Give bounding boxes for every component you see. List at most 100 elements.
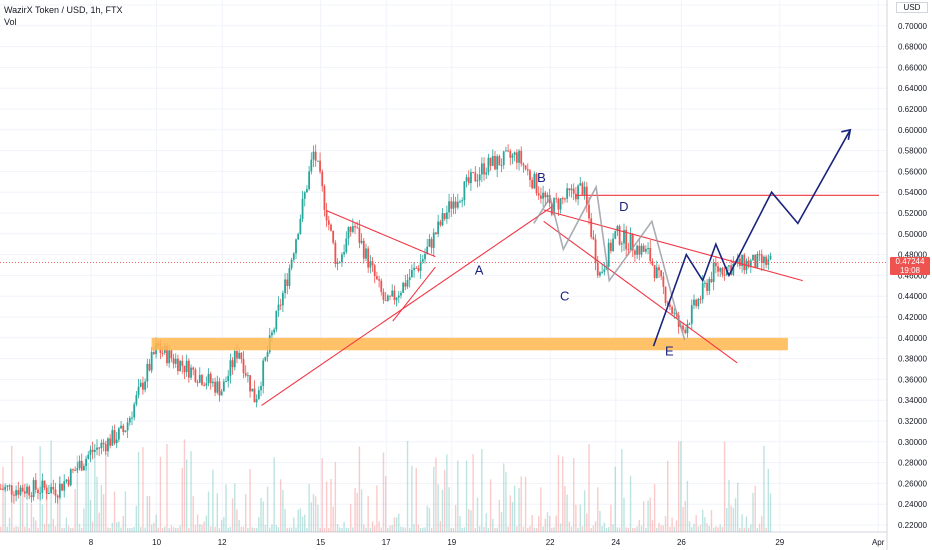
candle-body — [365, 248, 367, 259]
volume-bar — [150, 524, 153, 532]
candle-body — [231, 360, 234, 368]
candle-body — [435, 232, 437, 235]
volume-bar — [115, 522, 118, 532]
candle-body — [69, 469, 72, 486]
candle-body — [196, 381, 199, 383]
volume-bar — [185, 459, 188, 532]
candle-body — [428, 239, 431, 247]
candle-body — [601, 271, 604, 273]
volume-bar — [111, 522, 114, 532]
y-tick-label: 0.38000 — [898, 355, 927, 364]
y-tick-label: 0.42000 — [898, 313, 927, 322]
wave-label-c: C — [560, 288, 569, 303]
volume-bar — [468, 509, 470, 532]
volume-indicator-label: Vol — [4, 17, 17, 27]
candle-body — [439, 221, 442, 226]
candle-body — [581, 183, 584, 195]
volume-bar — [691, 527, 693, 532]
candle-body — [91, 449, 94, 452]
candle-body — [310, 159, 313, 172]
volume-bar — [570, 526, 573, 532]
volume-bar — [161, 527, 164, 532]
volume-bar — [747, 527, 750, 532]
candle-body — [432, 232, 435, 248]
volume-bar — [450, 527, 452, 532]
candle-body — [2, 488, 4, 490]
candle-body — [152, 352, 155, 355]
volume-bar — [43, 523, 46, 532]
volume-bar — [172, 527, 175, 532]
volume-bar — [352, 527, 354, 532]
candle-body — [480, 163, 483, 175]
y-tick-label: 0.64000 — [898, 84, 927, 93]
candle-body — [336, 262, 339, 264]
candle-body — [330, 224, 332, 231]
volume-bar — [374, 525, 376, 532]
volume-bar — [507, 526, 509, 532]
x-tick-label: 8 — [89, 538, 94, 547]
candle-body — [378, 279, 380, 281]
volume-bar — [765, 527, 767, 532]
candle-body — [362, 240, 365, 259]
volume-bar — [207, 491, 210, 532]
candle-body — [150, 352, 153, 371]
candle-body — [478, 174, 481, 181]
candle-body — [229, 360, 232, 376]
candle-body — [437, 221, 440, 235]
volume-bar — [544, 518, 546, 532]
y-tick-label: 0.58000 — [898, 147, 927, 156]
candle-body — [526, 169, 529, 171]
volume-bar — [30, 503, 33, 532]
volume-bar — [231, 498, 234, 532]
currency-selector[interactable]: USD — [896, 2, 928, 13]
volume-bar — [59, 476, 61, 532]
candle-body — [634, 250, 636, 255]
candle-body — [706, 282, 708, 291]
candle-body — [148, 363, 151, 371]
y-tick-label: 0.70000 — [898, 22, 927, 31]
volume-bar — [249, 468, 251, 532]
volume-bar — [599, 510, 601, 532]
candle-body — [194, 369, 197, 382]
volume-bar — [500, 512, 503, 532]
y-tick-label: 0.34000 — [898, 396, 927, 405]
volume-bar — [505, 471, 507, 532]
volume-bar — [723, 441, 726, 532]
volume-bar — [83, 508, 85, 532]
candle-body — [443, 213, 446, 219]
volume-bar — [610, 504, 612, 532]
x-tick-label: 12 — [218, 538, 227, 547]
y-tick-label: 0.28000 — [898, 459, 927, 468]
candle-body — [430, 239, 433, 248]
volume-bar — [588, 444, 590, 532]
volume-bar — [693, 523, 695, 532]
candle-body — [135, 395, 138, 405]
volume-bar — [46, 491, 48, 532]
volume-bar — [461, 527, 463, 532]
volume-bar — [594, 521, 597, 532]
volume-bar — [269, 527, 271, 532]
channel-upper-line — [543, 209, 803, 282]
candle-body — [80, 460, 83, 471]
volume-bar — [645, 527, 647, 532]
y-tick-label: 0.52000 — [898, 209, 927, 218]
volume-bar — [181, 467, 183, 532]
candle-body — [736, 258, 739, 263]
volume-bar — [422, 527, 424, 532]
candle-body — [620, 243, 623, 245]
volume-bar — [518, 487, 520, 532]
candle-body — [349, 227, 352, 232]
candle-body — [376, 276, 378, 280]
y-tick-label: 0.24000 — [898, 500, 927, 509]
volume-bar — [142, 447, 144, 532]
candle-body — [544, 192, 547, 198]
volume-bar — [710, 510, 713, 532]
volume-bar — [28, 527, 30, 532]
volume-bar — [483, 527, 485, 532]
volume-bar — [546, 512, 549, 532]
volume-bar — [708, 525, 710, 532]
candle-body — [413, 267, 415, 271]
candle-body — [13, 494, 15, 496]
volume-bar — [675, 520, 678, 532]
